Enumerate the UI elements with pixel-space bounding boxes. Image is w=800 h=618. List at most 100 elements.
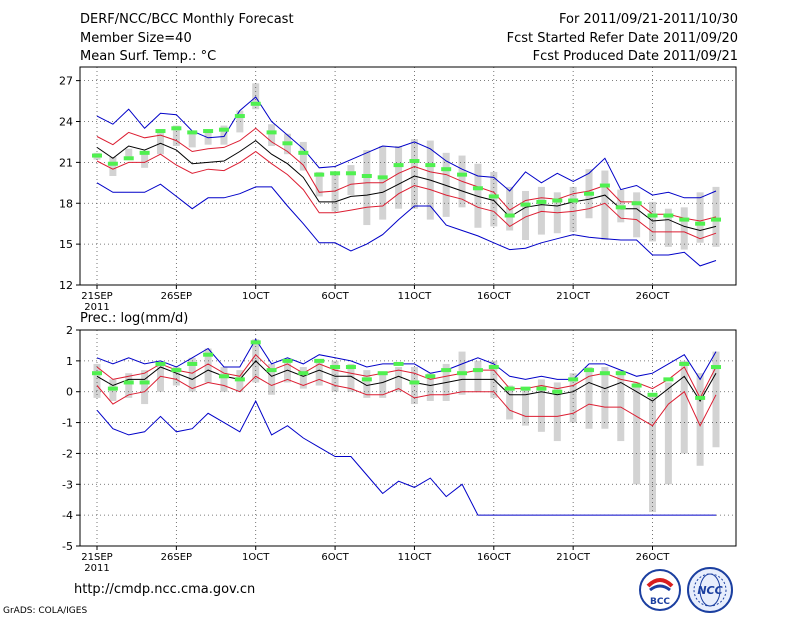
obs-marker-day-22 — [425, 374, 436, 379]
obs-marker-day-17 — [345, 365, 356, 370]
obs-marker-day-36 — [647, 213, 658, 218]
x-tick-label: 21SEP — [81, 552, 112, 563]
range-box-day-21 — [410, 367, 418, 405]
y-tick-label: 1 — [66, 355, 73, 368]
range-box-day-8 — [204, 129, 212, 145]
range-box-day-28 — [522, 190, 530, 241]
obs-marker-day-31 — [568, 377, 579, 382]
range-box-day-1 — [93, 363, 101, 398]
x-tick-label: 26SEP — [161, 291, 192, 302]
obs-marker-day-3 — [123, 380, 134, 385]
obs-marker-day-33 — [599, 371, 610, 376]
range-box-day-31 — [569, 373, 577, 423]
range-box-day-27 — [506, 385, 514, 420]
range-box-day-37 — [664, 382, 672, 485]
range-box-day-17 — [347, 363, 355, 392]
obs-marker-day-29 — [536, 199, 547, 204]
obs-marker-day-37 — [663, 213, 674, 218]
range-box-day-9 — [220, 367, 228, 392]
x-tick-label: 21SEP — [81, 291, 112, 302]
series-ensemble-lower — [96, 375, 717, 427]
range-box-day-11 — [252, 83, 260, 110]
forecast-produced-date: Fcst Produced Date 2011/09/21 — [532, 49, 738, 64]
obs-marker-day-30 — [552, 198, 563, 203]
obs-marker-day-36 — [647, 392, 658, 397]
obs-marker-day-11 — [250, 101, 261, 106]
range-box-day-25 — [474, 163, 482, 228]
range-box-day-7 — [188, 357, 196, 392]
range-box-day-14 — [299, 367, 307, 389]
series-ensemble-max — [96, 96, 717, 199]
x-tick-label: 11OCT — [398, 291, 433, 302]
obs-marker-day-40 — [711, 217, 721, 222]
series-ensemble-min — [96, 182, 717, 267]
range-box-day-34 — [617, 370, 625, 442]
range-box-day-36 — [649, 201, 657, 242]
x-year-label: 2011 — [84, 302, 109, 313]
obs-marker-day-34 — [615, 371, 626, 376]
member-size: Member Size=40 — [80, 31, 192, 46]
obs-marker-day-15 — [314, 172, 325, 177]
range-box-day-18 — [363, 370, 371, 398]
range-box-day-38 — [680, 360, 688, 454]
y-tick-label: -1 — [62, 417, 73, 430]
obs-marker-day-24 — [457, 172, 468, 177]
chart-panel-2: -5 -4 -3 -2 -1 0 1 2 21SEP 26SEP 1OCT 6OCT 11OCT 16OC… — [62, 324, 737, 574]
obs-marker-day-32 — [584, 368, 595, 373]
obs-marker-day-4 — [139, 150, 150, 155]
series-ensemble-lower — [96, 150, 717, 240]
range-box-day-14 — [299, 141, 307, 171]
range-box-day-29 — [537, 186, 545, 235]
series-ensemble-min — [96, 399, 716, 516]
range-box-day-10 — [236, 110, 244, 133]
x-tick-label: 26SEP — [161, 552, 192, 563]
range-box-day-12 — [268, 124, 276, 147]
grads-credit: GrADS: COLA/IGES — [3, 606, 88, 616]
series-ensemble-mean — [96, 360, 717, 402]
range-box-day-2 — [109, 156, 117, 176]
range-box-day-35 — [633, 192, 641, 238]
range-box-day-35 — [633, 382, 641, 485]
y-tick-label: 18 — [59, 197, 73, 210]
obs-marker-day-38 — [679, 361, 690, 366]
forecast-period: For 2011/09/21-2011/10/30 — [559, 12, 738, 27]
obs-marker-day-20 — [393, 361, 404, 366]
obs-marker-day-16 — [330, 171, 341, 176]
obs-marker-day-1 — [92, 371, 102, 376]
obs-marker-day-18 — [361, 174, 372, 178]
ncc-logo-text: NCC — [697, 584, 722, 597]
x-tick-label: 11OCT — [398, 552, 433, 563]
x-tick-label: 1OCT — [242, 552, 270, 563]
range-box-day-33 — [601, 367, 609, 429]
obs-marker-day-25 — [472, 368, 483, 373]
range-box-day-8 — [204, 348, 212, 383]
obs-marker-day-22 — [425, 163, 436, 168]
obs-marker-day-23 — [441, 167, 452, 172]
y-tick-label: 2 — [66, 324, 73, 337]
obs-marker-day-19 — [377, 175, 388, 180]
obs-marker-day-12 — [266, 368, 277, 373]
temp-variable-label: Mean Surf. Temp.: °C — [80, 49, 217, 64]
obs-marker-day-21 — [409, 159, 420, 164]
obs-marker-day-35 — [631, 383, 642, 388]
series-ensemble-mean — [96, 139, 717, 232]
obs-marker-day-9 — [218, 127, 229, 132]
obs-marker-day-39 — [695, 395, 706, 400]
plot-frame — [79, 66, 737, 286]
range-box-day-33 — [601, 170, 609, 241]
obs-marker-day-30 — [552, 389, 563, 394]
range-box-day-38 — [680, 207, 688, 250]
obs-marker-day-10 — [234, 114, 245, 119]
y-tick-label: 0 — [66, 386, 73, 399]
y-tick-label: -4 — [62, 509, 73, 522]
x-tick-label: 21OCT — [556, 552, 591, 563]
obs-marker-day-16 — [330, 365, 341, 370]
obs-marker-day-4 — [139, 380, 150, 385]
source-url[interactable]: http://cmdp.ncc.cma.gov.cn — [74, 582, 256, 597]
x-tick-label: 26OCT — [636, 291, 671, 302]
obs-marker-day-1 — [92, 153, 102, 158]
obs-marker-day-24 — [457, 371, 468, 376]
obs-marker-day-8 — [203, 129, 214, 134]
obs-marker-day-7 — [187, 130, 198, 135]
